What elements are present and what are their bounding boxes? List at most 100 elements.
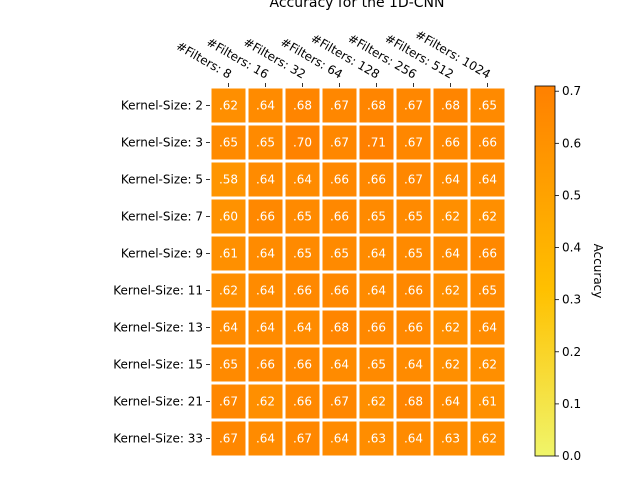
cell-value-label: .66 xyxy=(330,173,349,187)
cell-value-label: .66 xyxy=(256,358,275,372)
x-axis-labels: #Filters: 8#Filters: 16#Filters: 32#Filt… xyxy=(174,27,493,87)
heatmap-cell xyxy=(285,162,320,197)
heatmap-cell xyxy=(396,162,431,197)
cell-value-label: .62 xyxy=(367,395,386,409)
heatmap-cell xyxy=(359,384,394,419)
cell-value-label: .67 xyxy=(219,432,238,446)
cell-value-label: .65 xyxy=(367,358,386,372)
cell-value-label: .65 xyxy=(293,247,312,261)
cell-value-label: .66 xyxy=(441,136,460,150)
heatmap-cell xyxy=(211,421,246,456)
heatmap-cell xyxy=(285,273,320,308)
cell-value-label: .64 xyxy=(256,321,275,335)
cell-value-label: .64 xyxy=(404,358,423,372)
heatmap-cell xyxy=(470,162,505,197)
heatmap-cell xyxy=(211,273,246,308)
heatmap-cell xyxy=(359,162,394,197)
y-tick-label: Kernel-Size: 2 xyxy=(121,99,203,113)
heatmap-cell xyxy=(248,347,283,382)
y-tick-label: Kernel-Size: 21 xyxy=(113,395,203,409)
heatmap-cell xyxy=(248,236,283,271)
heatmap-cell xyxy=(211,347,246,382)
chart-title: Accuracy for the 1D-CNN xyxy=(270,0,445,11)
heatmap-cell xyxy=(433,162,468,197)
cell-value-label: .64 xyxy=(367,247,386,261)
heatmap-cell xyxy=(433,384,468,419)
cell-value-label: .60 xyxy=(219,210,238,224)
y-tick-label: Kernel-Size: 5 xyxy=(121,173,203,187)
heatmap-cell xyxy=(211,162,246,197)
cell-value-label: .64 xyxy=(478,321,497,335)
cell-value-label: .70 xyxy=(293,136,312,150)
heatmap-cell xyxy=(322,421,357,456)
cell-value-label: .66 xyxy=(478,136,497,150)
cell-value-label: .66 xyxy=(293,284,312,298)
heatmap-cell xyxy=(322,88,357,123)
cell-value-label: .67 xyxy=(404,136,423,150)
cell-value-label: .66 xyxy=(256,210,275,224)
heatmap-cell xyxy=(359,273,394,308)
cell-value-label: .61 xyxy=(478,395,497,409)
cell-value-label: .64 xyxy=(256,247,275,261)
cell-value-label: .64 xyxy=(293,321,312,335)
colorbar-tick-label: 0.2 xyxy=(562,345,581,359)
cell-value-label: .65 xyxy=(404,247,423,261)
cell-value-label: .64 xyxy=(293,173,312,187)
heatmap-cell xyxy=(285,347,320,382)
cell-value-label: .64 xyxy=(219,321,238,335)
cell-value-label: .65 xyxy=(330,247,349,261)
colorbar-tick-label: 0.6 xyxy=(562,136,581,150)
colorbar-tick-label: 0.0 xyxy=(562,449,581,463)
y-tick-label: Kernel-Size: 7 xyxy=(121,210,203,224)
colorbar-ticks: 0.0 0.1 0.2 0.3 0.4 0.5 0.6 0.7 xyxy=(555,84,581,463)
heatmap-cell xyxy=(470,236,505,271)
cell-value-label: .68 xyxy=(441,99,460,113)
heatmap-cell xyxy=(470,310,505,345)
cell-value-label: .62 xyxy=(219,284,238,298)
cell-value-label: .66 xyxy=(367,173,386,187)
cell-value-label: .67 xyxy=(404,99,423,113)
cell-value-label: .64 xyxy=(478,173,497,187)
cell-value-label: .62 xyxy=(441,210,460,224)
cell-value-label: .64 xyxy=(256,284,275,298)
heatmap-cell xyxy=(359,199,394,234)
cell-value-label: .67 xyxy=(219,395,238,409)
cell-value-label: .66 xyxy=(330,210,349,224)
heatmap-cell xyxy=(359,421,394,456)
y-tick-label: Kernel-Size: 11 xyxy=(113,284,203,298)
colorbar-label: Accuracy xyxy=(591,244,605,299)
heatmap-cell xyxy=(248,384,283,419)
heatmap-cell xyxy=(211,125,246,160)
heatmap-cell xyxy=(285,88,320,123)
heatmap-cell xyxy=(433,310,468,345)
heatmap-cell xyxy=(396,421,431,456)
colorbar-tick-label: 0.7 xyxy=(562,84,581,98)
cell-value-label: .62 xyxy=(478,358,497,372)
heatmap-cell xyxy=(433,88,468,123)
cell-value-label: .63 xyxy=(367,432,386,446)
heatmap-cell xyxy=(396,273,431,308)
heatmap-cell xyxy=(211,310,246,345)
cell-value-label: .66 xyxy=(293,395,312,409)
cell-value-label: .64 xyxy=(256,173,275,187)
heatmap-cell xyxy=(396,310,431,345)
heatmap-cell xyxy=(285,199,320,234)
cell-value-label: .67 xyxy=(293,432,312,446)
heatmap-cell xyxy=(322,310,357,345)
heatmap-cell xyxy=(285,236,320,271)
cell-value-label: .66 xyxy=(293,358,312,372)
heatmap-cell xyxy=(359,125,394,160)
colorbar-tick-label: 0.4 xyxy=(562,241,581,255)
cell-value-label: .64 xyxy=(256,99,275,113)
heatmap-cell xyxy=(433,125,468,160)
heatmap-cell xyxy=(396,384,431,419)
cell-value-label: .62 xyxy=(441,321,460,335)
heatmap-cell xyxy=(359,88,394,123)
y-axis-labels: Kernel-Size: 2 Kernel-Size: 3 Kernel-Size:… xyxy=(113,99,210,446)
cell-value-label: .68 xyxy=(404,395,423,409)
cell-value-label: .64 xyxy=(404,432,423,446)
heatmap-cells: .62 .64 .68 .67 .68 .67 .68 .65 .65 .65 .70 .67 .71.… xyxy=(211,88,505,456)
heatmap-cell xyxy=(211,199,246,234)
cell-value-label: .66 xyxy=(478,247,497,261)
